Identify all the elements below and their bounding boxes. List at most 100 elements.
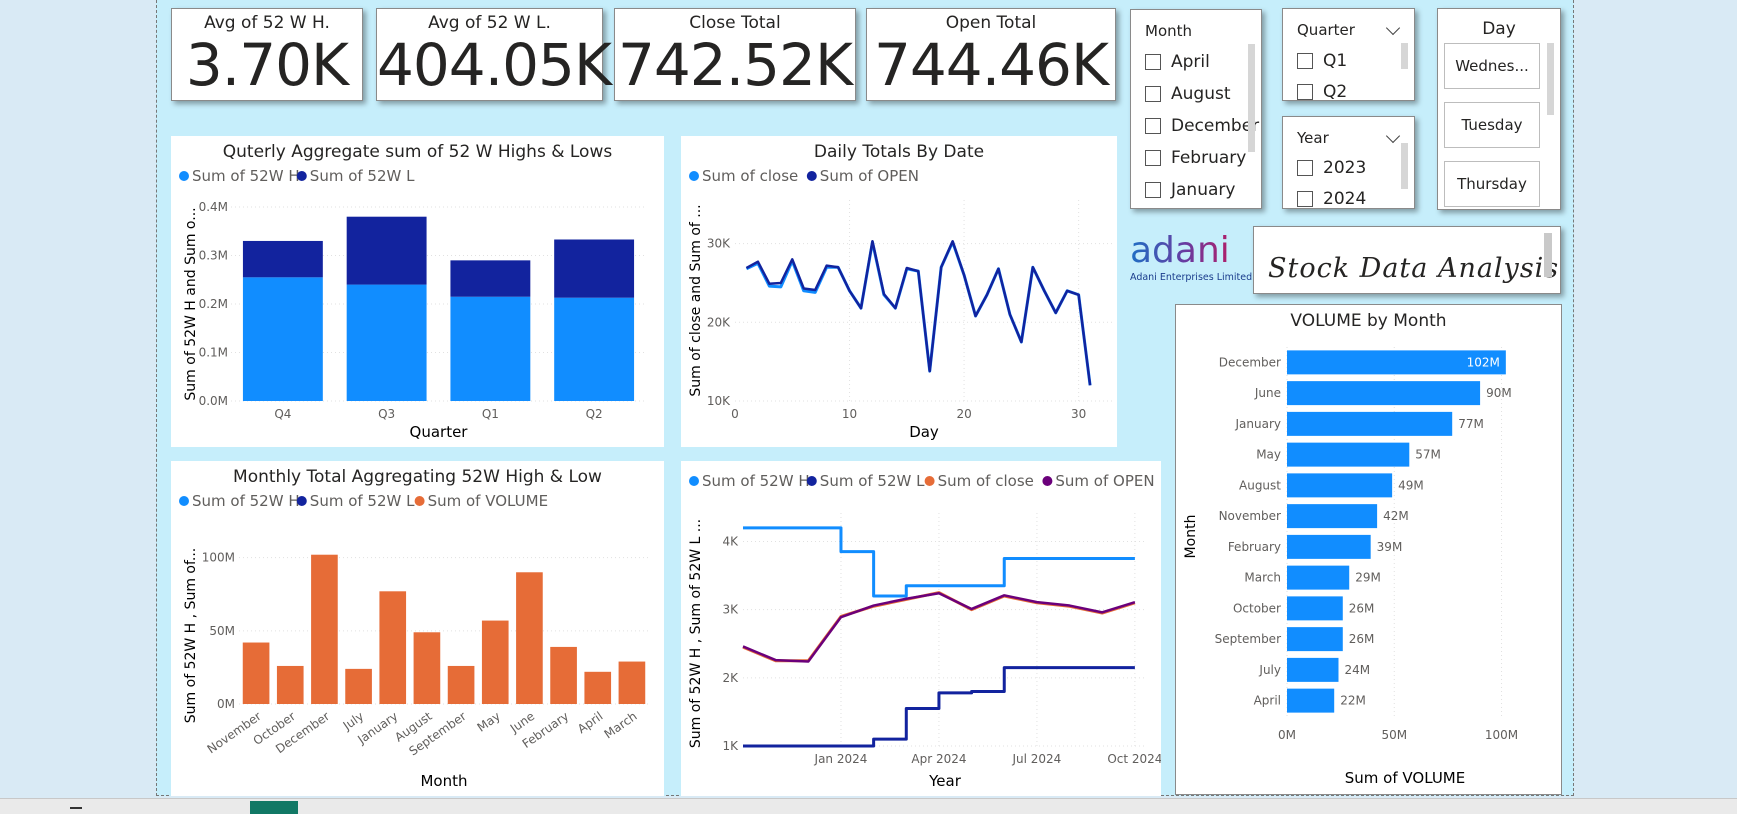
y-tick-label: 30K	[707, 237, 731, 251]
kpi-card-close-total[interactable]: Close Total 742.52K	[614, 8, 856, 101]
slicer-option[interactable]: 2023	[1297, 158, 1366, 178]
x-axis-title: Day	[909, 423, 939, 441]
y-tick-label: 10K	[707, 394, 731, 408]
kpi-card-avg-52w-low[interactable]: Avg of 52 W L. 404.05K	[376, 8, 612, 101]
y-tick-label: October	[1233, 601, 1281, 615]
legend-marker	[806, 171, 817, 181]
slicer-option[interactable]: December	[1145, 116, 1259, 136]
checkbox[interactable]	[1297, 160, 1313, 176]
yearly-chart[interactable]: Sum of 52W H Sum of 52W L Sum of close Sum …	[681, 461, 1161, 796]
legend-entry: Sum of VOLUME	[428, 492, 548, 510]
kpi-value: 404.05K	[377, 31, 612, 99]
series-line-1	[743, 666, 1135, 748]
data-label: 57M	[1415, 448, 1441, 462]
daily-chart[interactable]: Daily Totals By Date Sum of close Sum of …	[681, 136, 1117, 447]
slicer-option[interactable]: April	[1145, 52, 1210, 72]
checkbox[interactable]	[1145, 54, 1161, 70]
x-tick-label: Q2	[586, 407, 603, 421]
series-line-3	[742, 592, 1136, 663]
y-axis-title: Sum of close and Sum of ...	[688, 204, 704, 396]
bar-segment	[346, 284, 427, 401]
slicer-scrollbar[interactable]	[1248, 44, 1255, 152]
bar	[1287, 534, 1371, 559]
y-tick-label: July	[1258, 663, 1281, 677]
banner-title-card[interactable]: Stock Data Analysis	[1253, 226, 1561, 294]
x-tick-label: 0M	[1278, 728, 1296, 742]
day-tile[interactable]: Wednes...	[1444, 43, 1540, 89]
banner-scrollbar[interactable]	[1544, 233, 1552, 277]
bar	[1287, 596, 1343, 621]
bar	[618, 661, 646, 704]
slicer-option[interactable]: Q1	[1297, 51, 1347, 71]
legend-entry: Sum of 52W L	[310, 492, 415, 510]
x-axis-title: Sum of VOLUME	[1345, 769, 1465, 787]
y-tick-label: 100M	[202, 551, 235, 565]
chevron-down-icon[interactable]	[1385, 20, 1401, 36]
chart-title: VOLUME by Month	[1290, 311, 1447, 331]
slicer-option[interactable]: January	[1145, 180, 1235, 200]
checkbox[interactable]	[1297, 53, 1313, 69]
slicer-title: Month	[1145, 22, 1193, 40]
y-tick-label: June	[1254, 386, 1281, 400]
checkbox[interactable]	[1145, 182, 1161, 198]
slicer-title: Day	[1482, 19, 1516, 39]
yearly-chart-svg: Sum of 52W H Sum of 52W L Sum of close Sum …	[688, 472, 1161, 790]
year-slicer[interactable]: Year 2023 2024	[1282, 116, 1415, 209]
slicer-option[interactable]: February	[1145, 148, 1246, 168]
checkbox[interactable]	[1145, 118, 1161, 134]
checkbox[interactable]	[1297, 84, 1313, 100]
volume-chart[interactable]: VOLUME by Month 0M 50M 100M December 102M Jun…	[1175, 304, 1562, 795]
legend-marker	[1042, 476, 1053, 486]
x-tick-label: 100M	[1485, 728, 1518, 742]
bar	[1287, 350, 1506, 375]
day-slicer[interactable]: Day Wednes... Tuesday Thursday	[1437, 8, 1561, 210]
bar	[1287, 504, 1378, 529]
y-tick-label: August	[1239, 478, 1281, 492]
chart-title: Quterly Aggregate sum of 52 W Highs & Lo…	[222, 142, 613, 162]
quarterly-chart[interactable]: Quterly Aggregate sum of 52 W Highs & Lo…	[171, 136, 664, 447]
y-tick-label: 0.4M	[199, 200, 228, 214]
y-tick-label: 0.3M	[199, 249, 228, 263]
page-tab-active[interactable]	[250, 801, 298, 814]
bar	[1287, 381, 1481, 406]
tab-bar-handle[interactable]	[70, 807, 82, 809]
kpi-card-avg-52w-high[interactable]: Avg of 52 W H. 3.70K	[171, 8, 363, 101]
slicer-option[interactable]: Q2	[1297, 82, 1347, 102]
bar	[276, 665, 304, 704]
legend-marker	[689, 171, 699, 181]
bar	[242, 642, 270, 704]
legend-entry: Sum of 52W H	[192, 492, 300, 510]
slicer-option[interactable]: 2024	[1297, 189, 1366, 209]
chevron-down-icon[interactable]	[1385, 128, 1401, 144]
legend-entry: Sum of OPEN	[1055, 472, 1154, 490]
day-tile[interactable]: Tuesday	[1444, 102, 1540, 148]
bar	[1287, 657, 1339, 682]
monthly-chart-svg: Sum of 52W H Sum of 52W L Sum of VOLUME 0M 5…	[179, 492, 649, 790]
checkbox[interactable]	[1145, 86, 1161, 102]
checkbox[interactable]	[1145, 150, 1161, 166]
kpi-card-open-total[interactable]: Open Total 744.46K	[866, 8, 1116, 101]
bar	[1287, 565, 1350, 590]
kpi-label: Open Total	[945, 13, 1037, 33]
slicer-option[interactable]: August	[1145, 84, 1231, 104]
kpi-value: 744.46K	[874, 31, 1109, 99]
quarter-slicer[interactable]: Quarter Q1 Q2	[1282, 8, 1415, 102]
month-slicer[interactable]: Month April August December February Jan…	[1130, 9, 1262, 209]
bar	[345, 668, 372, 704]
x-tick-label: May	[475, 709, 503, 735]
x-tick-label: Q4	[274, 407, 291, 421]
slicer-scrollbar[interactable]	[1401, 143, 1408, 189]
bar	[1287, 411, 1453, 436]
slicer-scrollbar[interactable]	[1401, 43, 1408, 69]
legend-marker	[296, 171, 307, 181]
checkbox[interactable]	[1297, 191, 1313, 207]
monthly-chart[interactable]: Monthly Total Aggregating 52W High & Low…	[171, 461, 664, 796]
x-axis-title: Year	[928, 772, 962, 790]
data-label: 39M	[1377, 540, 1403, 554]
series-line-1	[745, 239, 1092, 386]
slicer-scrollbar[interactable]	[1547, 43, 1554, 115]
legend-marker	[179, 171, 189, 181]
bar	[1287, 688, 1335, 713]
slicer-option-label: 2023	[1323, 158, 1367, 178]
day-tile[interactable]: Thursday	[1444, 161, 1540, 207]
